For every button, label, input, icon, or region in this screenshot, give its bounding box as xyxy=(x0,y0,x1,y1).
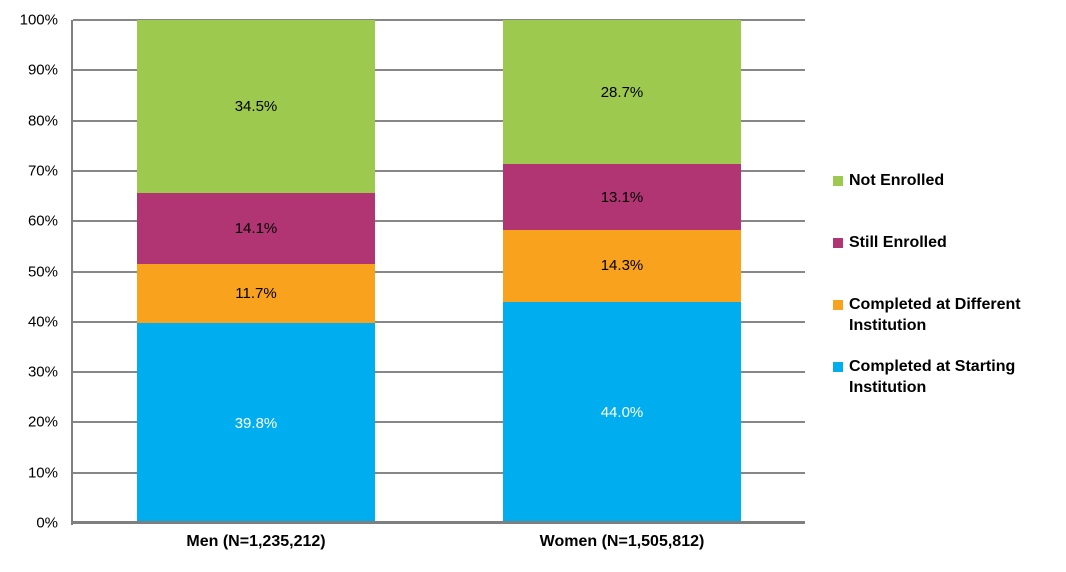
bar-segment: 34.5% xyxy=(137,20,375,194)
legend-label: Completed at Starting Institution xyxy=(849,358,1016,396)
bar-segment: 14.1% xyxy=(137,193,375,265)
legend-item: Completed at Different Institution xyxy=(833,294,1045,336)
gridline xyxy=(73,69,805,72)
y-axis-tick-label: 20% xyxy=(27,413,58,431)
y-axis-tick-label: 10% xyxy=(27,464,58,482)
legend-color-swatch-icon xyxy=(833,176,843,186)
bar-segment: 14.3% xyxy=(503,230,741,302)
y-axis-tick-label: 100% xyxy=(19,11,58,29)
bar-segment: 44.0% xyxy=(503,301,741,523)
plot-area: 34.5% 14.1% 11.7% 39.8% 28.7% 13.1% 14.3% 44.0% xyxy=(71,19,805,525)
segment-value-label: 14.3% xyxy=(600,257,644,275)
bar-segment: 11.7% xyxy=(137,264,375,324)
category-label: Men (N=1,235,212) xyxy=(186,533,326,550)
x-axis-line xyxy=(73,521,805,524)
legend-item: Completed at Starting Institution xyxy=(833,356,1045,398)
legend-color-swatch-icon xyxy=(833,362,843,372)
segment-value-label: 14.1% xyxy=(234,220,278,238)
segment-value-label: 11.7% xyxy=(235,285,277,303)
segment-value-label: 44.0% xyxy=(600,403,644,421)
y-axis-tick-label: 90% xyxy=(27,61,58,79)
category-band: 28.7% 13.1% 14.3% 44.0% xyxy=(439,20,805,523)
segment-value-label: 39.8% xyxy=(234,414,278,432)
y-axis-tick-label: 30% xyxy=(27,363,58,381)
category-label: Women (N=1,505,812) xyxy=(539,533,705,550)
category-band: 34.5% 14.1% 11.7% 39.8% xyxy=(73,20,439,524)
y-axis-tick-label: 60% xyxy=(27,212,58,230)
gridline xyxy=(73,371,805,374)
gridline xyxy=(73,169,805,172)
gridline xyxy=(73,220,805,223)
segment-value-label: 34.5% xyxy=(234,98,278,116)
legend-color-swatch-icon xyxy=(833,300,843,310)
y-axis-tick-label: 70% xyxy=(27,162,58,180)
x-axis-category-labels: Men (N=1,235,212) Women (N=1,505,812) xyxy=(73,533,805,551)
bar-segment: 28.7% xyxy=(503,20,741,165)
bars-region: 34.5% 14.1% 11.7% 39.8% 28.7% 13.1% 14.3% 44.0% xyxy=(73,20,805,524)
y-axis-line xyxy=(71,20,73,525)
y-axis-tick-label: 50% xyxy=(27,263,58,280)
segment-value-label: 13.1% xyxy=(600,188,644,206)
stacked-bar: 34.5% 14.1% 11.7% 39.8% xyxy=(137,20,375,524)
legend-item: Not Enrolled xyxy=(833,170,1045,191)
bar-segment: 13.1% xyxy=(503,164,741,231)
gridline xyxy=(73,320,805,323)
legend-label: Not Enrolled xyxy=(849,172,945,189)
legend-item: Still Enrolled xyxy=(833,232,1045,253)
segment-value-label: 28.7% xyxy=(600,83,644,101)
gridline xyxy=(73,119,805,122)
gridline xyxy=(73,19,805,21)
legend-color-swatch-icon xyxy=(833,238,843,248)
y-axis-tick-labels: 0% 10% 20% 30% 40% 50% 60% 70% 80% 90% 100% xyxy=(0,13,58,531)
y-axis-tick-label: 40% xyxy=(27,313,58,331)
y-axis-tick-label: 0% xyxy=(36,514,58,532)
legend-label: Still Enrolled xyxy=(849,234,947,251)
stacked-bar: 28.7% 13.1% 14.3% 44.0% xyxy=(503,20,741,523)
legend: Not Enrolled Still Enrolled Completed at D… xyxy=(833,0,1061,572)
gridline xyxy=(73,471,805,474)
gridline xyxy=(73,270,805,273)
gridline xyxy=(73,421,805,424)
legend-label: Completed at Different Institution xyxy=(849,296,1021,334)
y-axis-tick-label: 80% xyxy=(27,112,58,130)
bar-segment: 39.8% xyxy=(137,323,375,524)
